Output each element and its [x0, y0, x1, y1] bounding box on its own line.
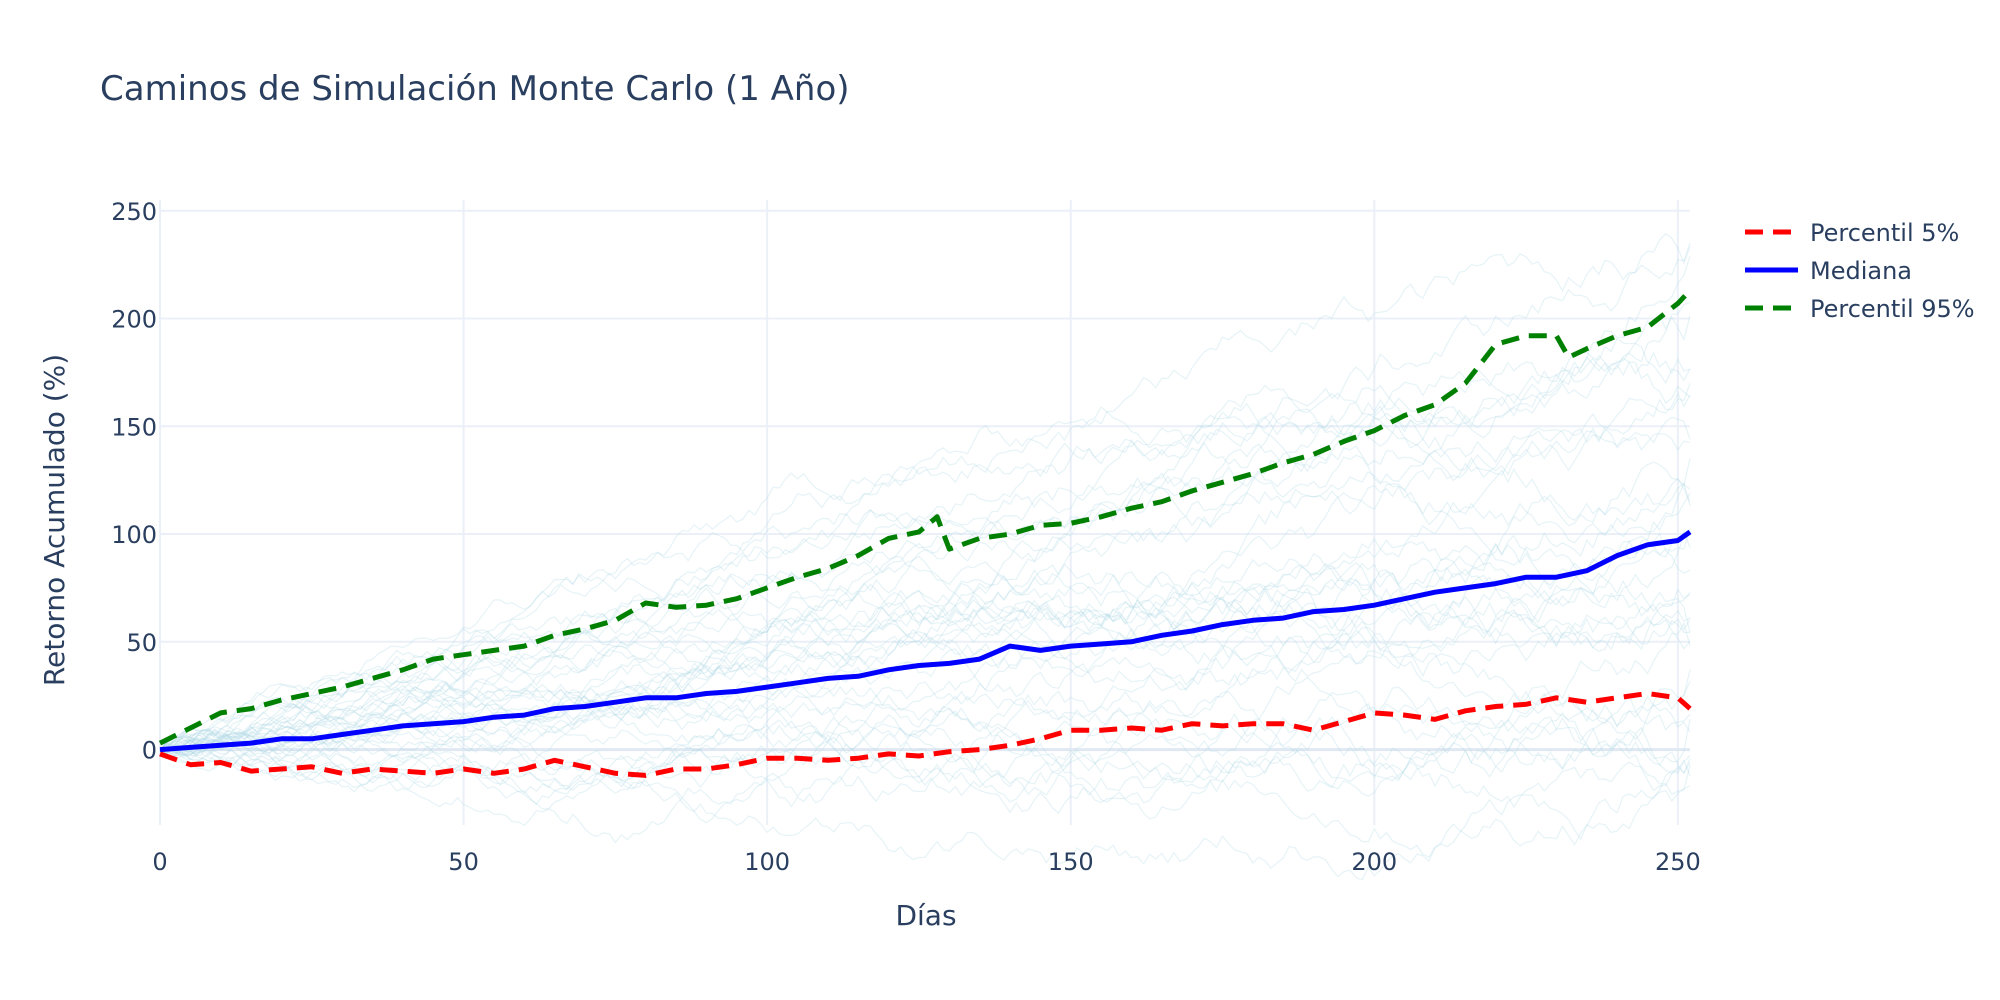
simulation-path [159, 700, 1691, 815]
x-tick-label: 0 [152, 848, 167, 876]
simulation-path [159, 574, 1691, 757]
simulation-path [159, 531, 1691, 755]
simulation-path [159, 749, 1691, 881]
y-tick-label: 0 [142, 737, 157, 765]
x-tick-label: 100 [744, 848, 790, 876]
series-line-2 [158, 288, 1692, 746]
simulation-path [159, 726, 1691, 858]
y-axis-title: Retorno Acumulado (%) [38, 354, 71, 686]
simulation-path [159, 313, 1691, 754]
tick-labels: 0 50 100 150 200 250 0 50 100 150 200 250 [111, 198, 1701, 876]
simulation-path [160, 483, 1691, 755]
simulation-path [159, 492, 1691, 763]
x-tick-label: 250 [1655, 848, 1701, 876]
simulation-path [159, 591, 1691, 755]
simulation-path [159, 562, 1690, 766]
chart-title: Caminos de Simulación Monte Carlo (1 Año… [100, 69, 850, 109]
simulation-path [159, 596, 1691, 763]
simulation-path [159, 402, 1691, 751]
simulation-path [159, 690, 1691, 844]
simulation-path [159, 712, 1691, 826]
simulation-path [159, 692, 1691, 824]
simulation-path [159, 458, 1691, 755]
simulation-path [159, 242, 1691, 754]
legend-label: Mediana [1810, 257, 1912, 285]
series-lines [158, 288, 1692, 778]
legend: Percentil 5% Mediana Percentil 95% [1745, 219, 1975, 323]
simulation-path [159, 383, 1691, 751]
legend-label: Percentil 95% [1810, 295, 1975, 323]
simulation-path [159, 591, 1691, 761]
y-tick-label: 150 [111, 413, 157, 441]
simulation-paths [159, 232, 1691, 881]
y-tick-label: 250 [111, 198, 157, 226]
x-tick-label: 200 [1351, 848, 1397, 876]
simulation-path [159, 528, 1691, 754]
simulation-path [159, 482, 1691, 768]
simulation-path [159, 357, 1691, 757]
simulation-path [159, 255, 1691, 751]
simulation-path [159, 232, 1691, 750]
simulation-path [159, 669, 1691, 792]
series-line-0 [159, 691, 1692, 778]
x-tick-label: 50 [448, 848, 479, 876]
simulation-path [159, 619, 1691, 790]
simulation-path [159, 342, 1691, 758]
y-tick-label: 100 [111, 521, 157, 549]
simulation-path [159, 477, 1691, 756]
simulation-path [159, 694, 1691, 809]
legend-label: Percentil 5% [1810, 219, 1959, 247]
simulation-path [159, 706, 1691, 792]
x-tick-label: 150 [1048, 848, 1094, 876]
simulation-path [159, 529, 1691, 751]
grid [159, 200, 1690, 825]
x-axis-title: Días [895, 899, 956, 932]
y-tick-label: 50 [126, 629, 157, 657]
series-line-1 [159, 529, 1692, 753]
simulation-path [159, 351, 1691, 751]
simulation-path [159, 586, 1691, 757]
simulation-path [159, 534, 1691, 760]
simulation-path [159, 588, 1691, 755]
simulation-path [159, 302, 1691, 752]
simulation-path [159, 413, 1691, 751]
y-tick-label: 200 [111, 306, 157, 334]
